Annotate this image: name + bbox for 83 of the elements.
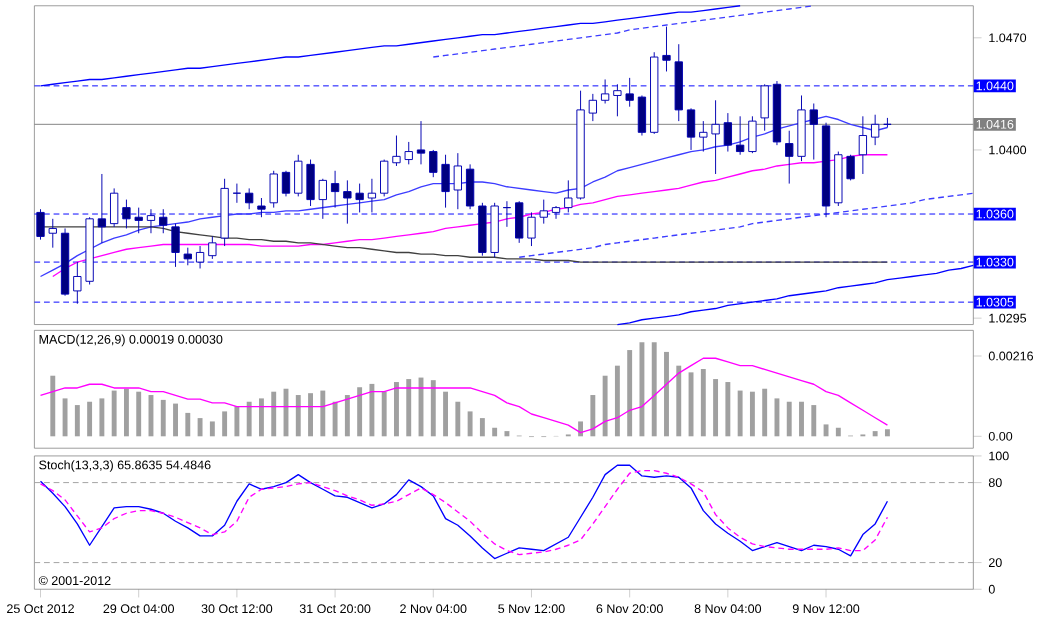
bar [590,395,596,437]
bar [197,418,203,437]
candlestick [551,205,561,220]
bar [209,421,215,437]
candlestick [146,208,156,234]
bar [258,398,264,437]
bar [369,384,375,437]
candlestick [600,79,610,105]
bar [381,391,387,437]
bar [455,401,461,437]
bar [799,401,804,437]
bar [713,379,719,437]
candlestick [110,188,119,228]
candlestick [159,208,168,234]
candlestick [257,197,266,218]
bar [664,352,669,437]
bar [639,342,645,437]
bar [786,401,792,437]
bar [99,398,105,437]
bar [627,350,633,437]
candlestick [171,223,180,268]
bar [271,391,277,437]
bar [332,401,338,437]
candlestick [97,173,107,244]
candlestick [367,178,377,214]
bar [430,380,436,437]
bar [62,398,68,437]
bar [136,391,142,437]
bar [884,429,890,437]
bar [50,375,56,437]
bar [173,403,178,437]
bar [725,382,731,437]
bar [467,411,473,437]
bar [123,388,129,437]
bar [185,413,191,437]
bar [111,390,117,437]
candlestick [858,116,868,175]
bar [749,391,755,437]
candlestick [245,188,254,210]
bar [222,411,228,437]
bar [811,405,817,437]
bar [602,375,608,437]
bar [872,431,878,437]
bar [234,406,240,437]
candlestick [870,114,880,146]
bar [295,395,301,437]
candlestick [723,112,733,153]
bar [406,379,412,437]
candlestick [208,236,217,260]
bar [357,387,363,437]
candlestick [330,170,340,209]
bar [737,390,743,437]
bar [504,431,510,437]
candlestick [416,120,426,166]
bar [492,427,498,437]
bar [614,365,620,437]
candlestick [760,84,769,132]
bar [823,424,829,437]
candlestick [465,164,475,210]
candlestick [195,245,205,270]
bar [443,391,449,437]
candlestick [588,93,597,122]
bar [320,390,326,437]
bar [394,382,399,437]
bar [762,388,768,437]
candlestick [281,170,291,198]
bar [835,427,841,437]
bar [700,369,706,437]
bar [578,421,584,437]
bar [246,401,252,437]
bar [344,395,350,437]
candlestick [637,95,647,137]
bar [87,401,93,437]
candlestick [269,170,278,209]
candlestick [748,116,757,154]
bar [308,393,313,437]
bar [479,418,485,437]
bar [676,365,682,437]
bar [160,400,166,437]
bar [651,342,657,437]
bar [74,405,80,437]
candlestick [686,108,696,151]
candlestick [735,116,745,156]
